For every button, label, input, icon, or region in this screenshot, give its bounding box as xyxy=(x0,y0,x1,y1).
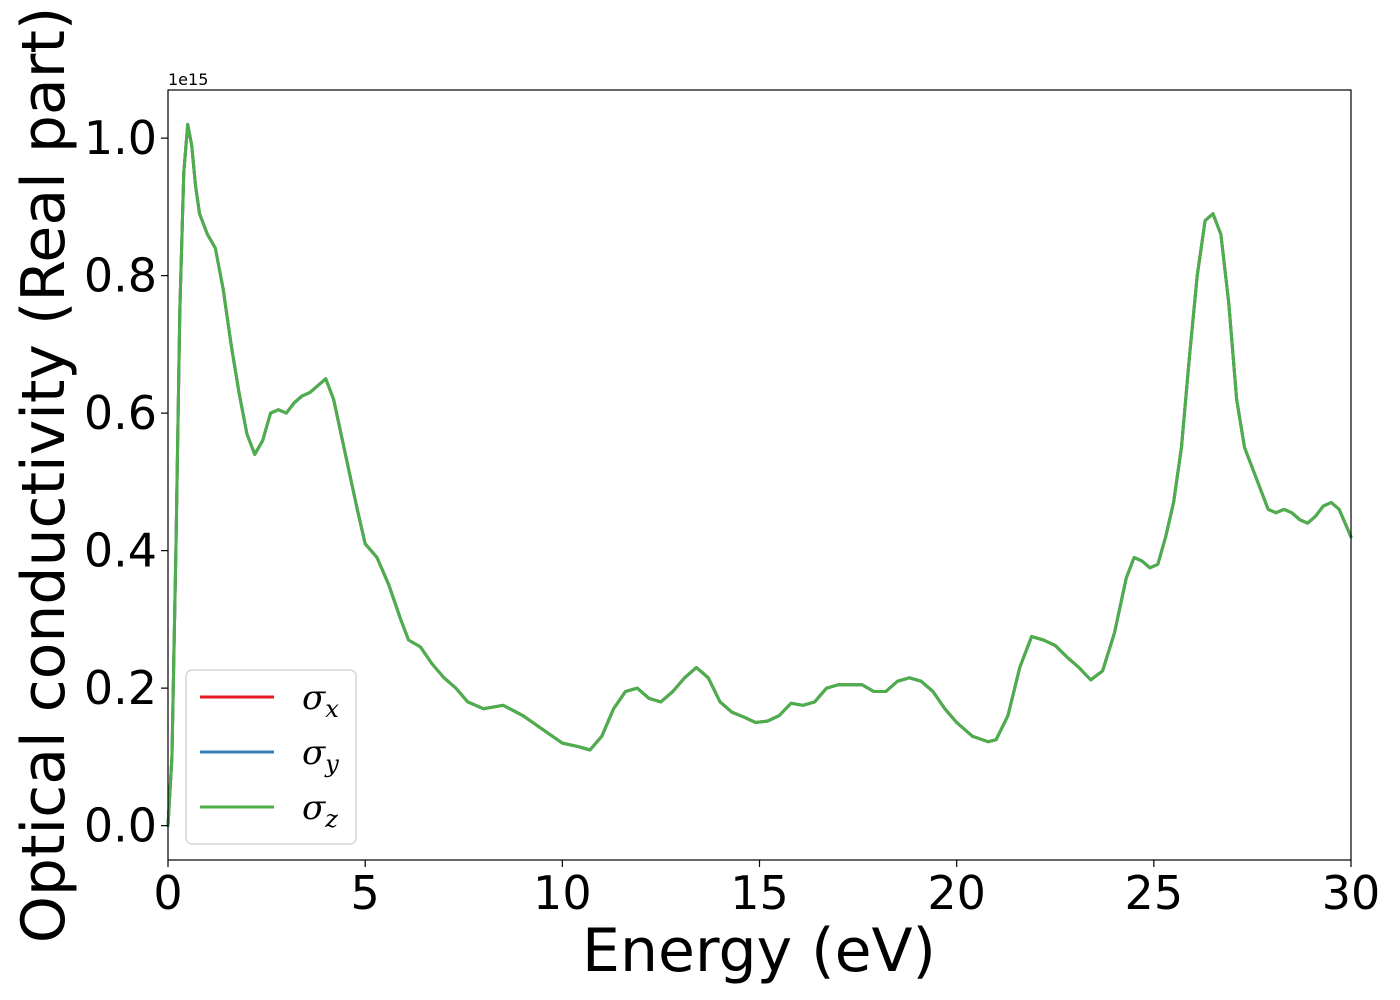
y-tick-label: 0.6 xyxy=(84,386,157,440)
legend-label-y: σy xyxy=(302,733,339,778)
legend-label-x: σx xyxy=(302,678,339,723)
y-tick-label: 0.4 xyxy=(84,524,157,578)
x-tick-label: 30 xyxy=(1322,866,1381,920)
x-tick-label: 5 xyxy=(351,866,380,920)
tick-layer: 0 5 10 15 20 25 30 0.0 0.2 0.4 0.6 0.8 1.0 xyxy=(84,111,1380,920)
y-offset-label: 1e15 xyxy=(168,70,208,89)
plot-frame xyxy=(167,89,1352,861)
series-line-z xyxy=(166,122,1353,828)
x-tick-label: 25 xyxy=(1125,866,1184,920)
y-tick-label: 0.8 xyxy=(84,249,157,303)
y-tick-label: 0.0 xyxy=(84,799,157,853)
y-axis-label: Optical conductivity (Real part) xyxy=(9,7,79,944)
legend-box xyxy=(185,669,357,845)
x-tick-label: 0 xyxy=(153,866,182,920)
x-tick-label: 20 xyxy=(927,866,986,920)
x-tick-label: 15 xyxy=(730,866,789,920)
series-layer xyxy=(166,122,1353,828)
y-tick-label: 0.2 xyxy=(84,661,157,715)
legend-label-z: σz xyxy=(302,788,338,833)
legend: σx σy σz xyxy=(185,669,357,845)
y-tick-label: 1.0 xyxy=(84,111,157,165)
x-tick-label: 10 xyxy=(533,866,592,920)
x-axis-label: Energy (eV) xyxy=(582,916,936,986)
